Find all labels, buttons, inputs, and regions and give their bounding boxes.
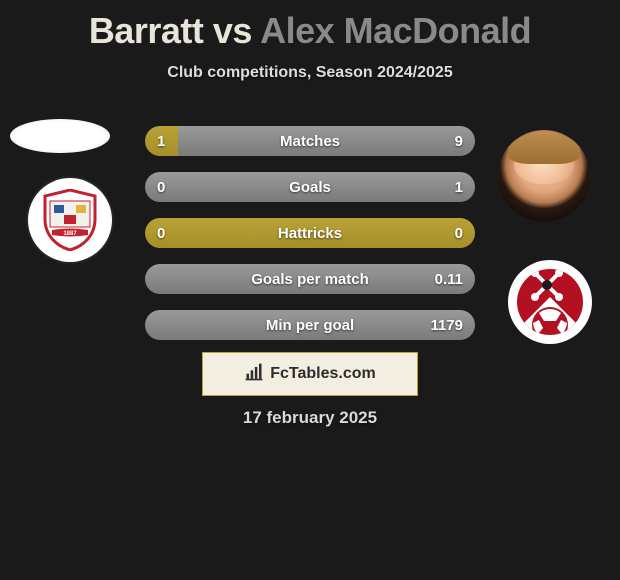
crest2-inner-icon bbox=[517, 269, 583, 335]
stat-row: 0.11Goals per match bbox=[145, 264, 475, 294]
stat-row: 00Hattricks bbox=[145, 218, 475, 248]
player1-avatar-placeholder bbox=[10, 119, 110, 153]
page-title: Barratt vs Alex MacDonald bbox=[0, 0, 620, 52]
subtitle: Club competitions, Season 2024/2025 bbox=[0, 64, 620, 82]
stat-row: 01Goals bbox=[145, 172, 475, 202]
title-player2: Alex MacDonald bbox=[260, 10, 531, 51]
stat-label: Min per goal bbox=[145, 317, 475, 334]
stat-label: Goals bbox=[145, 179, 475, 196]
title-vs: vs bbox=[213, 10, 252, 51]
title-player1: Barratt bbox=[89, 10, 204, 51]
stat-row: 1179Min per goal bbox=[145, 310, 475, 340]
player2-avatar bbox=[498, 130, 590, 222]
stat-label: Matches bbox=[145, 133, 475, 150]
stat-label: Goals per match bbox=[145, 271, 475, 288]
credit-box[interactable]: FcTables.com bbox=[202, 352, 418, 396]
credit-text: FcTables.com bbox=[270, 365, 376, 383]
stat-label: Hattricks bbox=[145, 225, 475, 242]
date-text: 17 february 2025 bbox=[0, 408, 620, 428]
player2-club-crest bbox=[508, 260, 592, 344]
stat-row: 19Matches bbox=[145, 126, 475, 156]
svg-text:1887: 1887 bbox=[63, 231, 77, 237]
player1-club-crest: 1887 bbox=[28, 178, 112, 262]
barchart-icon bbox=[244, 362, 264, 387]
shield-icon: 1887 bbox=[42, 189, 98, 251]
